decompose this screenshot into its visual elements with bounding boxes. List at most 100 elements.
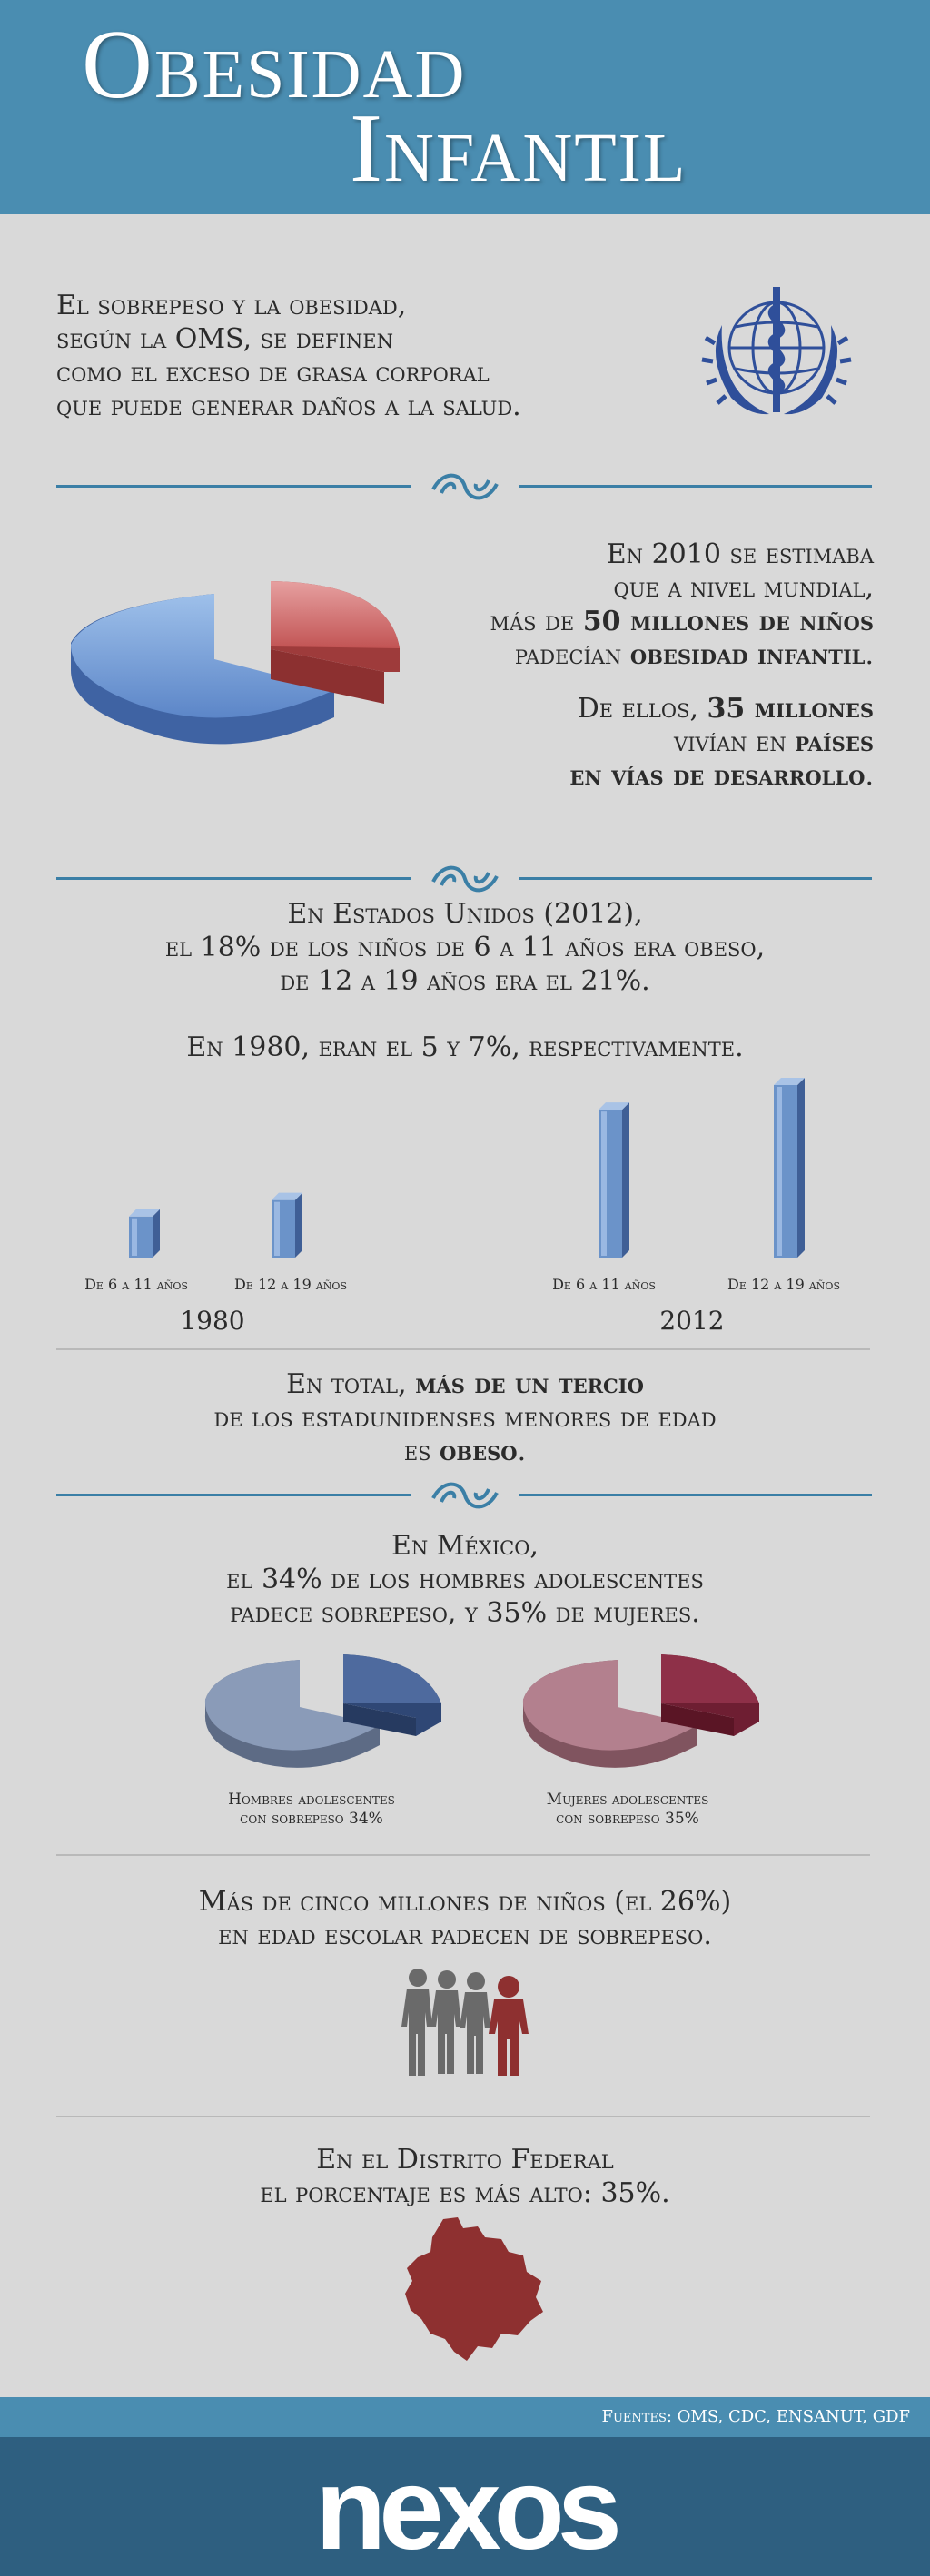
intro-line-2: según la OMS, se definen: [56, 323, 393, 355]
bar-2012-6-11: [599, 1102, 629, 1258]
world-line-3-b: 50 millones de niños: [582, 606, 874, 637]
pie-women-caption-line-1: Mujeres adolescentes: [546, 1791, 709, 1809]
child-icon: [430, 1970, 461, 2074]
pie-women-slice: [661, 1654, 759, 1703]
who-emblem-icon: [701, 287, 852, 415]
bar-1980-12-19: [272, 1192, 302, 1258]
pie-men-slice: [343, 1654, 441, 1703]
separator-line: [56, 2116, 870, 2117]
world-line-7-b: en vías de desarrollo: [569, 760, 866, 792]
df-text: En el Distrito Federal el porcentaje es …: [0, 2143, 930, 2210]
swirl-ornament-icon: [431, 473, 499, 500]
sources-text: Fuentes: OMS, CDC, ENSANUT, GDF: [601, 2407, 910, 2426]
mexico-line-2: el 34% de los hombres adolescentes: [226, 1564, 704, 1595]
pie-red-slice: [271, 581, 400, 648]
usa-total-line-1-a: En total,: [286, 1368, 416, 1400]
bar-label-1980-12-19: De 12 a 19 años: [234, 1276, 347, 1293]
world-line-4: padecían obesidad infantil.: [514, 639, 874, 671]
intro-line-1: El sobrepeso y la obesidad,: [56, 290, 407, 321]
mexico-city-map-icon: [405, 2217, 543, 2361]
school-line-2: en edad escolar padecen de sobrepeso.: [218, 1920, 712, 1951]
world-line-4-b: obesidad infantil: [629, 639, 866, 671]
usa-total-line-2: de los estadunidenses menores de edad: [213, 1402, 717, 1434]
child-icon: [401, 1969, 432, 2076]
usa-line-3: de 12 a 19 años era el 21%.: [280, 965, 650, 997]
divider-right: [519, 877, 872, 880]
pie-blue-slice: [71, 594, 334, 718]
swirl-ornament-icon: [431, 1482, 499, 1509]
usa-1980-text: En 1980, eran el 5 y 7%, respectivamente…: [186, 1031, 744, 1063]
spacer: [490, 672, 874, 692]
swirl-ornament-icon: [431, 865, 499, 893]
world-pie-chart: [71, 581, 400, 745]
pie-women-caption: Mujeres adolescentes con sobrepeso 35%: [514, 1791, 741, 1829]
world-line-6-a: vivían en: [674, 726, 796, 758]
usa-line-1: En Estados Unidos (2012),: [287, 898, 643, 930]
divider-left: [56, 485, 411, 488]
footer-logo-area: [0, 2437, 930, 2576]
child-icon: [460, 1972, 490, 2074]
bar-label-2012-6-11: De 6 a 11 años: [552, 1276, 656, 1293]
world-line-2: que a nivel mundial,: [613, 572, 874, 604]
pie-women-caption-line-2: con sobrepeso 35%: [556, 1810, 699, 1828]
mexico-line-3: padece sobrepeso, y 35% de mujeres.: [230, 1597, 700, 1629]
pie-men-caption: Hombres adolescentes con sobrepeso 34%: [198, 1791, 425, 1829]
pie-men: [204, 1654, 441, 1768]
usa-total-text: En total, más de un tercio de los estadu…: [0, 1367, 930, 1468]
bar-1980-6-11: [129, 1209, 160, 1258]
usa-total-line-3: es obeso.: [403, 1436, 527, 1467]
world-line-5-a: De ellos,: [577, 693, 707, 725]
separator-line: [56, 1854, 870, 1856]
df-line-2: el porcentaje es más alto: 35%.: [260, 2177, 670, 2209]
usa-line-2: el 18% de los niños de 6 a 11 años era o…: [164, 932, 766, 963]
intro-line-3: como el exceso de grasa corporal: [56, 357, 490, 389]
world-text: En 2010 se estimaba que a nivel mundial,…: [490, 538, 874, 793]
bar-label-1980-6-11: De 6 a 11 años: [84, 1276, 188, 1293]
usa-total-line-1: En total, más de un tercio: [0, 1367, 930, 1401]
usa-total-line-3-a: es: [403, 1436, 440, 1467]
pie-men-main: [204, 1660, 380, 1751]
title-line-2: Infantil: [350, 94, 688, 202]
divider-right: [519, 485, 872, 488]
children-silhouettes-icon: [401, 1969, 529, 2076]
nexos-logo[interactable]: nexos: [315, 2444, 622, 2574]
world-line-5-b: 35 millones: [707, 693, 874, 725]
world-line-6-b: países: [795, 726, 874, 758]
school-line-1: Más de cinco millones de niños (el 26%): [198, 1886, 732, 1918]
pie-women-main: [522, 1660, 698, 1751]
year-label-1980: 1980: [180, 1306, 245, 1336]
header-banner: [0, 0, 930, 214]
world-line-7: en vías de desarrollo.: [569, 760, 874, 792]
year-label-2012: 2012: [659, 1306, 725, 1336]
mexico-text: En México, el 34% de los hombres adolesc…: [0, 1529, 930, 1630]
world-line-3: más de 50 millones de niños: [490, 605, 874, 638]
divider-left: [56, 1494, 411, 1496]
df-line-1: En el Distrito Federal: [316, 2144, 614, 2176]
school-text: Más de cinco millones de niños (el 26%) …: [0, 1885, 930, 1952]
divider-right: [519, 1494, 872, 1496]
intro-line-4: que puede generar daños a la salud.: [56, 390, 521, 422]
usa-bar-chart: [129, 1078, 805, 1258]
world-line-6: vivían en países: [490, 725, 874, 759]
footer-sources-bar: [0, 2397, 930, 2437]
title-line-1: Obesidad: [82, 11, 467, 119]
world-line-1: En 2010 se estimaba: [606, 538, 874, 570]
pie-men-caption-line-2: con sobrepeso 34%: [240, 1810, 383, 1828]
child-highlight-icon: [489, 1976, 529, 2076]
world-line-4-a: padecían: [514, 639, 630, 671]
usa-text: En Estados Unidos (2012), el 18% de los …: [0, 897, 930, 998]
mexico-line-1: En México,: [391, 1530, 539, 1562]
world-line-5: De ellos, 35 millones: [490, 692, 874, 725]
separator-line: [56, 1348, 870, 1350]
pie-women: [522, 1654, 759, 1768]
usa-total-line-3-b: obeso: [440, 1436, 518, 1467]
divider-left: [56, 877, 411, 880]
pie-men-caption-line-1: Hombres adolescentes: [228, 1791, 395, 1809]
intro-text: El sobrepeso y la obesidad, según la OMS…: [56, 289, 521, 423]
bar-label-2012-12-19: De 12 a 19 años: [727, 1276, 840, 1293]
pie-red-side: [271, 581, 384, 704]
bar-2012-12-19: [774, 1078, 805, 1258]
world-line-3-a: más de: [490, 606, 583, 637]
usa-total-line-1-b: más de un tercio: [415, 1368, 644, 1400]
